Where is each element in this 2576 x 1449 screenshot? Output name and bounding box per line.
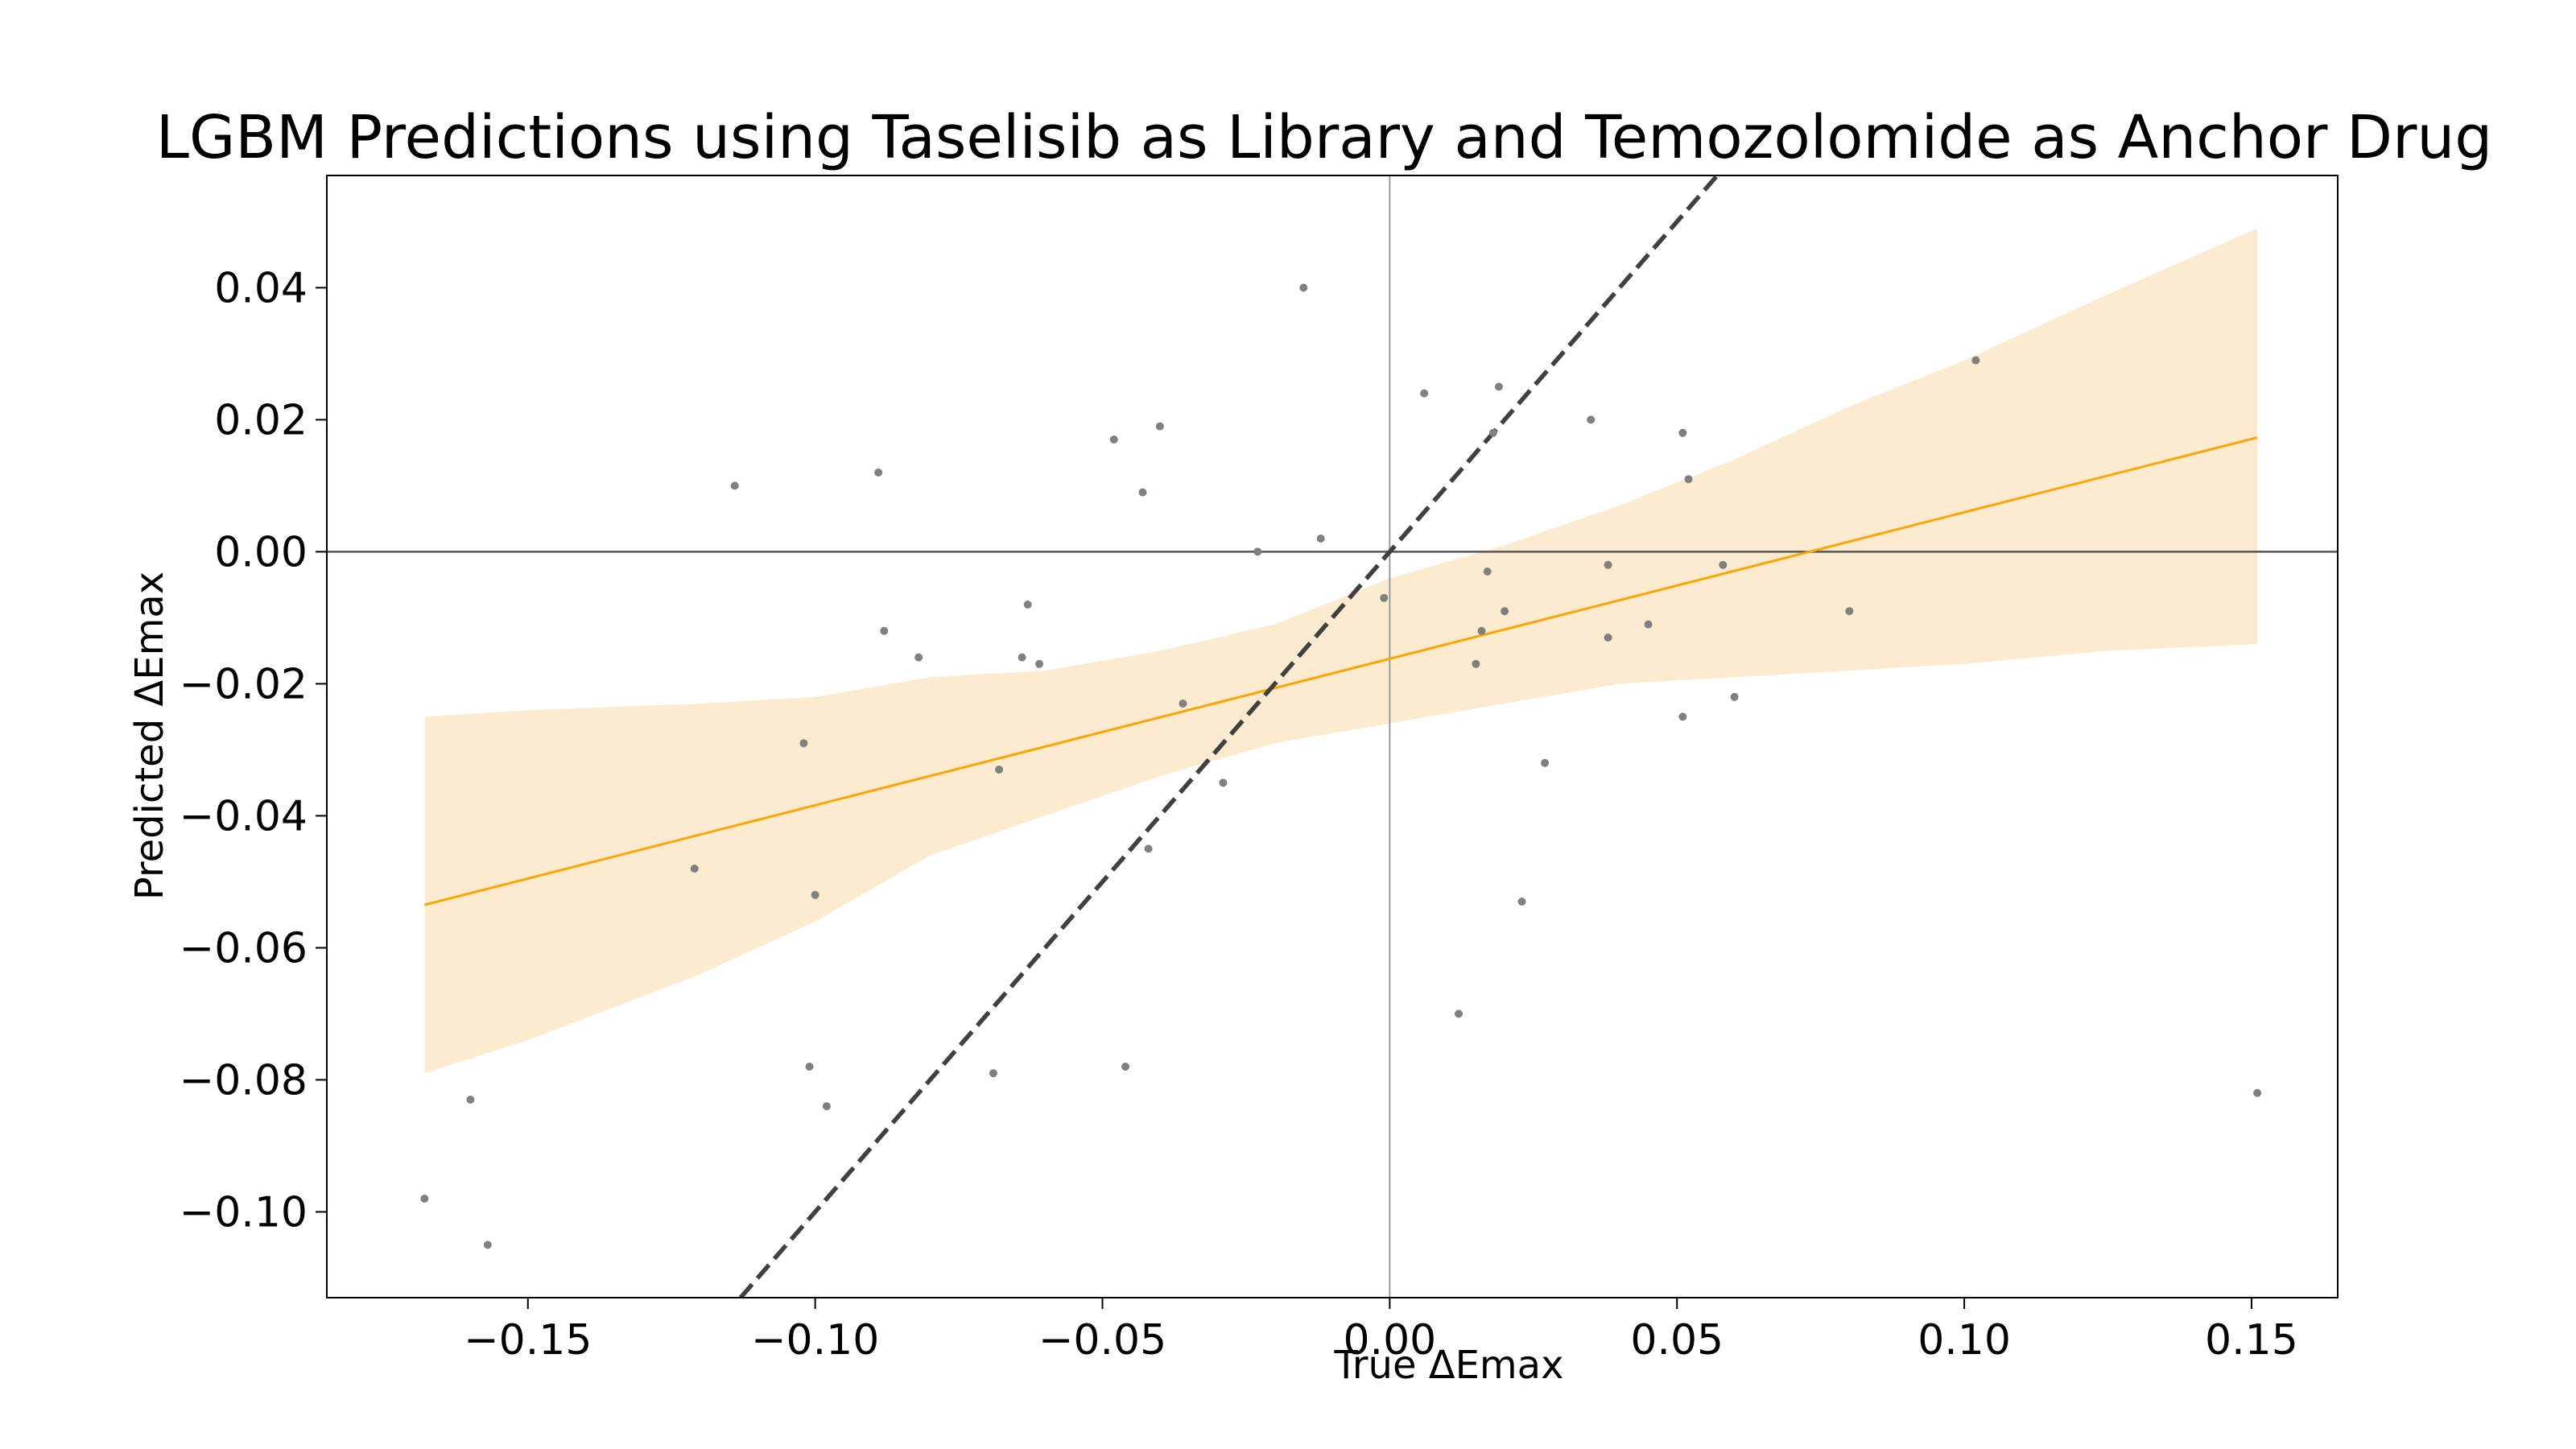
x-tick-label: −0.10 xyxy=(751,1316,879,1364)
y-tick-label: 0.00 xyxy=(214,528,308,576)
data-point xyxy=(1219,778,1228,787)
x-tick-label: 0.00 xyxy=(1343,1316,1436,1364)
data-point xyxy=(1604,634,1612,642)
y-tick-label: −0.06 xyxy=(180,924,308,972)
data-point xyxy=(1541,758,1550,767)
data-point xyxy=(1179,700,1187,708)
data-point xyxy=(914,653,923,662)
data-point xyxy=(1380,593,1389,602)
data-point xyxy=(1477,626,1486,635)
data-point xyxy=(1420,389,1429,398)
data-point xyxy=(1678,712,1687,721)
data-point xyxy=(1483,568,1492,576)
data-point xyxy=(1587,415,1596,424)
data-point xyxy=(1971,356,1980,365)
data-point xyxy=(1517,898,1526,906)
data-point xyxy=(811,890,819,899)
data-point xyxy=(1644,620,1653,629)
y-tick-label: 0.02 xyxy=(214,396,308,444)
data-point xyxy=(874,469,883,477)
data-point xyxy=(1604,560,1612,569)
data-point xyxy=(880,626,889,635)
data-point xyxy=(466,1096,475,1104)
data-point xyxy=(1035,659,1044,668)
data-point xyxy=(995,766,1004,774)
data-point xyxy=(1472,659,1480,668)
data-point xyxy=(1501,607,1509,616)
data-point xyxy=(1121,1063,1130,1071)
data-point xyxy=(1316,535,1325,543)
data-point xyxy=(989,1069,997,1078)
data-point xyxy=(1494,382,1503,391)
x-tick-label: −0.15 xyxy=(464,1316,592,1364)
data-point xyxy=(822,1102,831,1111)
plot-frame xyxy=(326,175,2339,1298)
x-tick-label: 0.10 xyxy=(1918,1316,2011,1364)
data-point xyxy=(1144,844,1153,853)
data-point xyxy=(1253,547,1262,556)
data-point xyxy=(1109,436,1118,444)
y-tick-label: −0.08 xyxy=(180,1056,308,1104)
data-point xyxy=(690,865,699,873)
data-point xyxy=(483,1241,492,1249)
data-point xyxy=(1155,422,1164,431)
data-point xyxy=(1488,428,1497,437)
data-point xyxy=(799,739,808,748)
confidence-band xyxy=(424,228,2258,1074)
data-point xyxy=(730,481,739,490)
data-point xyxy=(420,1195,429,1203)
data-point xyxy=(1023,601,1032,609)
data-point xyxy=(1299,283,1308,292)
data-point xyxy=(1018,653,1026,662)
regression-line xyxy=(423,436,2258,906)
data-point xyxy=(1684,475,1693,484)
y-tick-label: −0.10 xyxy=(180,1188,308,1236)
data-point xyxy=(1730,692,1739,701)
y-tick-label: −0.02 xyxy=(180,660,308,708)
data-point xyxy=(805,1063,814,1071)
x-tick-label: −0.05 xyxy=(1038,1316,1166,1364)
x-tick-label: 0.05 xyxy=(1630,1316,1724,1364)
data-point xyxy=(2253,1088,2262,1097)
identity-line xyxy=(738,175,1719,1298)
data-point xyxy=(1678,428,1687,437)
data-point xyxy=(1138,488,1147,497)
data-point xyxy=(1455,1009,1463,1018)
x-axis-label: True ΔEmax xyxy=(1334,1343,1564,1388)
chart-title: LGBM Predictions using Taselisib as Libr… xyxy=(155,103,2493,172)
x-tick-label: 0.15 xyxy=(2205,1316,2298,1364)
data-point xyxy=(1719,560,1728,569)
y-tick-label: −0.04 xyxy=(180,792,308,840)
y-tick-label: 0.04 xyxy=(214,264,308,312)
data-point xyxy=(1845,607,1854,616)
